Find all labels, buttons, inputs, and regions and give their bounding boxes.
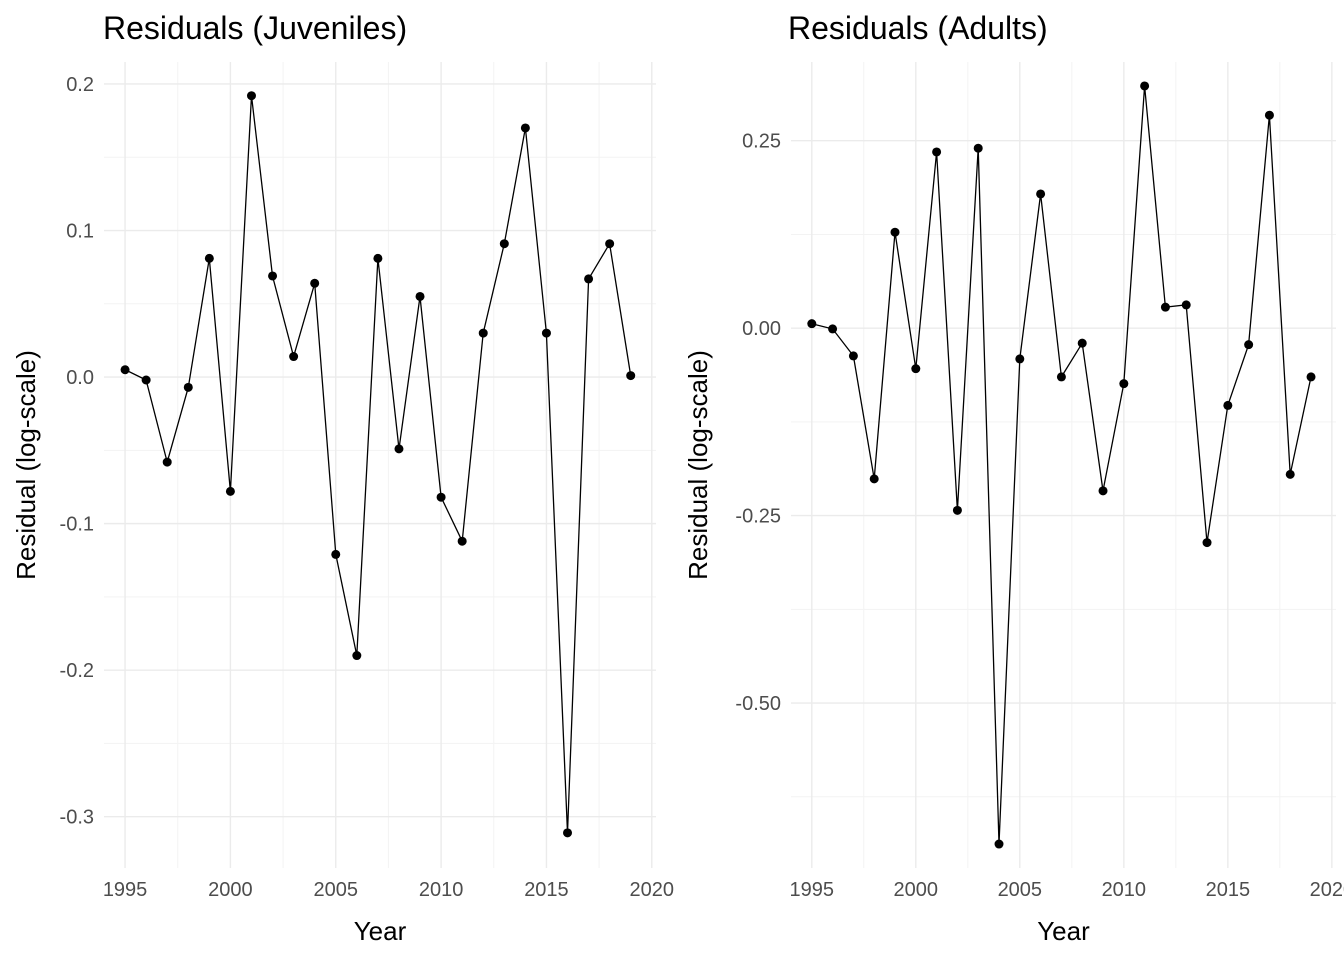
data-point	[626, 371, 636, 381]
chart-title: Residuals (Juveniles)	[103, 10, 408, 46]
x-tick-label: 1995	[790, 879, 835, 901]
gridlines	[791, 62, 1336, 868]
y-tick-label: -0.1	[60, 514, 94, 536]
y-tick-label: 0.2	[66, 74, 94, 96]
data-point	[1223, 400, 1233, 410]
gridlines	[104, 62, 656, 868]
data-point	[120, 365, 130, 375]
data-point	[225, 486, 235, 496]
y-tick-label: 0.25	[742, 131, 781, 153]
data-point	[1264, 110, 1274, 120]
data-point	[869, 474, 879, 484]
data-point	[932, 147, 942, 157]
y-tick-label: 0.0	[66, 367, 94, 389]
x-tick-label: 1995	[103, 879, 148, 901]
data-point	[310, 278, 320, 288]
data-point	[373, 253, 383, 263]
series-line	[124, 95, 632, 833]
data-point	[605, 239, 615, 249]
data-point	[352, 651, 362, 661]
y-tick-label: 0.1	[66, 221, 94, 243]
data-point	[331, 549, 341, 559]
data-point	[1098, 486, 1108, 496]
data-point	[911, 364, 921, 374]
chart-title: Residuals (Adults)	[788, 10, 1048, 46]
juveniles-residuals-panel: Residuals (Juveniles) 1995 2000 2005 2010 20…	[11, 10, 675, 946]
data-point	[162, 457, 172, 467]
data-point	[289, 352, 299, 362]
data-point	[1015, 354, 1025, 364]
adults-chart-svg: 1995 2000 2005 2010 2015 2020 -0.50 -0.25 0.00 0.…	[683, 62, 1344, 946]
data-point	[457, 536, 467, 546]
x-axis-label: Year	[1037, 916, 1090, 946]
data-point	[1140, 81, 1150, 91]
data-point	[183, 382, 193, 392]
data-point	[520, 123, 530, 133]
data-point	[994, 839, 1004, 849]
y-axis-label: Residual (log-scale)	[11, 350, 41, 580]
data-point	[952, 505, 962, 515]
data-point	[204, 253, 214, 263]
data-point	[1056, 372, 1066, 382]
data-point	[563, 828, 573, 838]
data-point	[807, 319, 817, 329]
x-tick-label: 2000	[894, 879, 939, 901]
y-tick-label: -0.50	[735, 693, 781, 715]
data-point	[1181, 300, 1191, 310]
data-point	[141, 375, 151, 385]
series-line	[811, 85, 1312, 845]
data-point	[828, 324, 838, 334]
x-tick-label: 2020	[1310, 879, 1344, 901]
y-tick-label: -0.3	[60, 807, 94, 829]
juveniles-chart-svg: 1995 2000 2005 2010 2015 2020 -0.3 -0.2 -0.1 0.0 0…	[11, 62, 675, 946]
data-point	[890, 227, 900, 237]
data-point	[541, 328, 551, 338]
data-point	[499, 239, 509, 249]
y-tick-label: -0.25	[735, 506, 781, 528]
y-tick-label: 0.00	[742, 318, 781, 340]
x-tick-label: 2015	[1206, 879, 1251, 901]
data-point	[584, 274, 594, 284]
x-tick-label: 2020	[630, 879, 675, 901]
x-axis-label: Year	[354, 916, 407, 946]
data-point	[478, 328, 488, 338]
data-point	[1119, 379, 1129, 389]
data-point	[436, 492, 446, 502]
data-point	[1160, 302, 1170, 312]
data-point	[268, 271, 278, 281]
data-point	[1306, 372, 1316, 382]
data-point	[1036, 189, 1046, 199]
y-axis-label: Residual (log-scale)	[683, 350, 713, 580]
data-point	[848, 351, 858, 361]
data-point	[1077, 338, 1087, 348]
x-tick-label: 2010	[419, 879, 464, 901]
data-point	[394, 444, 404, 454]
x-tick-label: 2000	[208, 879, 253, 901]
data-point	[246, 91, 256, 101]
data-point	[1202, 538, 1212, 548]
x-tick-label: 2015	[524, 879, 569, 901]
data-point	[415, 291, 425, 301]
y-tick-label: -0.2	[60, 660, 94, 682]
data-point	[1285, 469, 1295, 479]
x-tick-label: 2005	[314, 879, 359, 901]
data-point	[1244, 340, 1254, 350]
x-tick-label: 2005	[998, 879, 1043, 901]
x-tick-label: 2010	[1102, 879, 1147, 901]
adults-residuals-panel: Residuals (Adults) 1995 2000 2005 2010 2015 2…	[672, 0, 1344, 960]
data-point	[973, 143, 983, 153]
